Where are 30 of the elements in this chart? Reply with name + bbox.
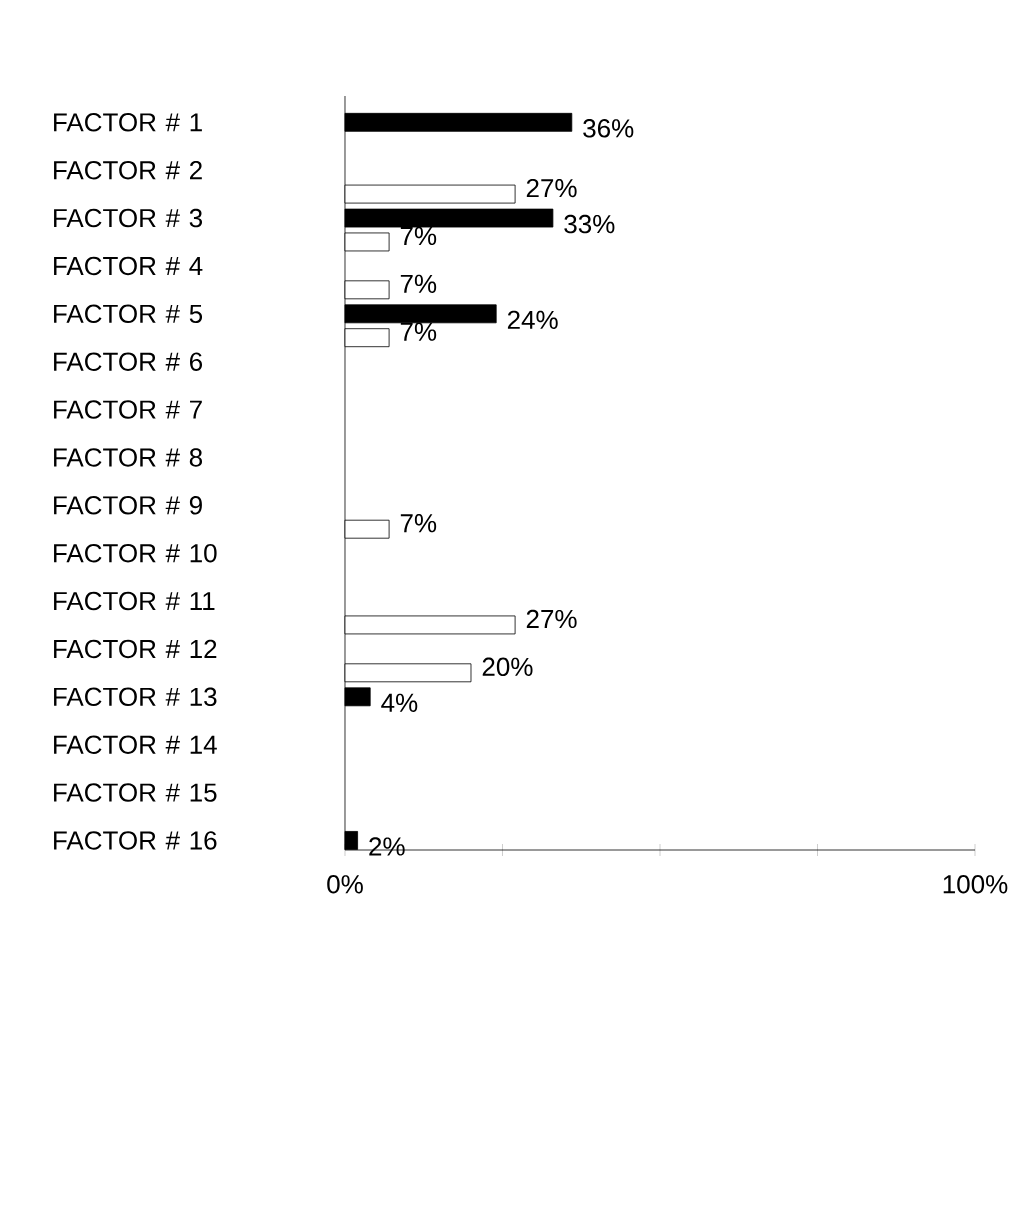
data-label: 36% [583,119,634,138]
data-label: 27% [526,609,577,629]
y-tick-label: FACTOR # 9 [54,496,202,515]
data-label: 20% [482,657,533,677]
y-tick-label: FACTOR # 15 [54,783,217,802]
data-label: 24% [507,310,558,329]
data-label: 7% [400,322,437,341]
y-tick-label: FACTOR # 12 [54,639,217,659]
y-tick-label: FACTOR # 4 [54,256,203,276]
data-label: 7% [400,226,437,246]
y-tick-label: FACTOR # 10 [54,543,217,563]
y-tick-label: FACTOR # 6 [54,352,203,371]
y-tick-label: FACTOR # 5 [54,304,203,324]
y-tick-label: FACTOR # 7 [54,400,202,419]
data-label: 27% [526,178,577,198]
y-tick-label: FACTOR # 11 [54,591,215,611]
y-tick-label: FACTOR # 8 [54,448,203,467]
y-tick-label: FACTOR # 3 [54,208,203,228]
y-tick-label: FACTOR # 13 [54,687,217,707]
data-label: 7% [400,514,437,533]
x-tick-label: 100% [943,875,1008,894]
y-tick-label: FACTOR # 14 [54,735,217,754]
y-tick-label: FACTOR # 2 [54,160,202,180]
y-tick-label: FACTOR # 1 [54,113,202,132]
y-tick-label: FACTOR # 16 [54,831,217,850]
data-label: 7% [400,274,437,293]
data-label: 2% [369,837,405,856]
x-tick-label: 0% [327,875,363,894]
data-label: 33% [564,214,615,234]
data-label: 4% [381,693,418,712]
